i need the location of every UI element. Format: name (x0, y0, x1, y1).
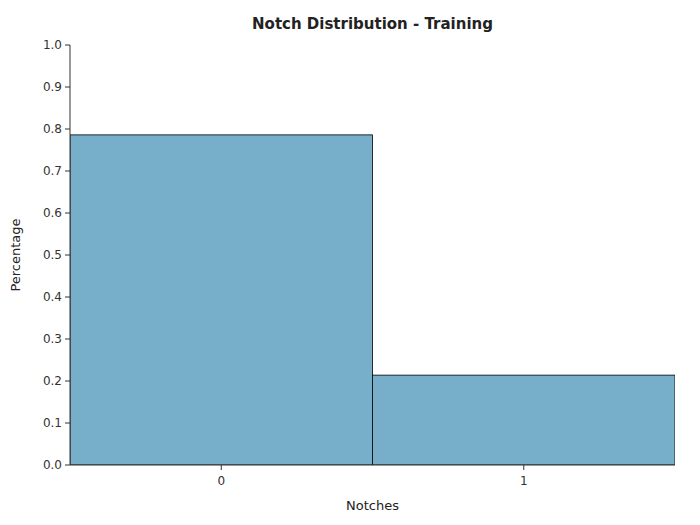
y-tick (65, 339, 70, 340)
x-tick-label: 0 (217, 474, 225, 488)
y-tick-label: 0.8 (43, 122, 62, 136)
x-tick-label: 1 (520, 474, 528, 488)
y-tick (65, 129, 70, 130)
y-tick (65, 381, 70, 382)
y-tick-label: 0.5 (43, 248, 62, 262)
y-tick-label: 0.7 (43, 164, 62, 178)
y-axis-label: Percentage (8, 218, 23, 291)
y-tick (65, 87, 70, 88)
y-tick (65, 255, 70, 256)
y-tick (65, 45, 70, 46)
x-axis-line (70, 465, 675, 466)
y-tick-label: 0.1 (43, 416, 62, 430)
y-tick (65, 297, 70, 298)
y-tick (65, 423, 70, 424)
y-tick (65, 465, 70, 466)
bar (70, 135, 373, 465)
chart: 0.0 0.1 0.2 0.3 0.4 0.5 0.6 0.7 0.8 0.9 1.0 0 1 Notch… (0, 0, 700, 525)
y-tick (65, 171, 70, 172)
bar (373, 375, 676, 465)
y-tick-label: 0.2 (43, 374, 62, 388)
x-tick (221, 465, 222, 470)
y-tick-label: 0.9 (43, 80, 62, 94)
bars (70, 135, 675, 465)
y-tick-label: 1.0 (43, 38, 62, 52)
x-axis-label: Notches (346, 498, 399, 513)
y-tick-label: 0.4 (43, 290, 62, 304)
title: Notch Distribution - Training (252, 15, 493, 33)
y-tick (65, 213, 70, 214)
x-tick (523, 465, 524, 470)
y-tick-label: 0.0 (43, 458, 62, 472)
y-tick-label: 0.6 (43, 206, 62, 220)
y-tick-label: 0.3 (43, 332, 62, 346)
